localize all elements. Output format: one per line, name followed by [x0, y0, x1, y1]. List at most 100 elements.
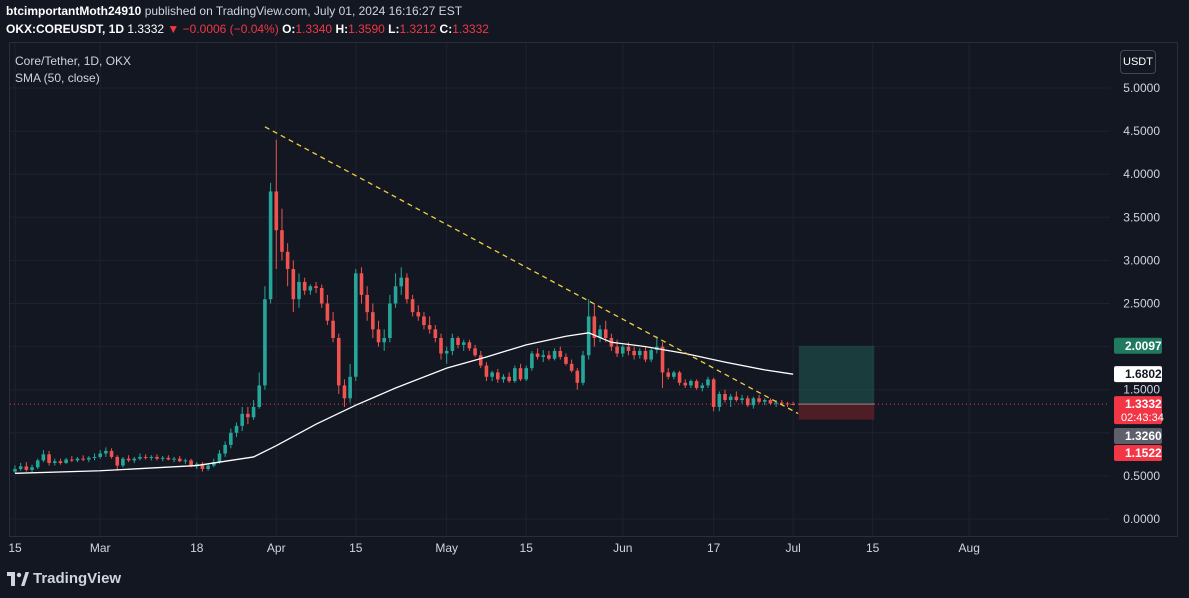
price-label-box — [1114, 337, 1162, 354]
candle-body — [177, 458, 182, 462]
candle — [308, 284, 313, 295]
candle-body — [109, 450, 114, 457]
candle-body — [257, 385, 262, 407]
candle — [473, 344, 477, 357]
candle-body — [484, 365, 489, 377]
candle-body — [331, 320, 335, 338]
candle-body — [450, 337, 455, 351]
candle-body — [535, 353, 540, 357]
candle-body — [393, 286, 398, 304]
candle — [52, 458, 57, 466]
legend-sma[interactable]: SMA (50, close) — [15, 71, 100, 85]
legend-symbol[interactable]: Core/Tether, 1D, OKX — [15, 54, 132, 68]
open-label: O: — [282, 22, 296, 36]
publish-line: btcimportantMoth24910 published on Tradi… — [6, 4, 462, 18]
candle — [257, 372, 262, 409]
candle-body — [382, 337, 386, 343]
price-label-box — [1114, 396, 1162, 425]
chart-panel[interactable] — [9, 42, 1178, 537]
candle — [496, 369, 500, 383]
candle-body — [694, 381, 699, 388]
candle — [70, 456, 74, 463]
candle-body — [189, 460, 193, 466]
candle — [564, 353, 568, 366]
x-tick-label: Mar — [90, 541, 111, 555]
candle — [785, 401, 790, 407]
price-label-box — [1114, 445, 1162, 461]
candle — [121, 456, 125, 468]
candle-body — [212, 462, 216, 466]
candle-body — [217, 453, 222, 463]
candle — [47, 450, 51, 466]
down-arrow-icon: ▼ — [167, 22, 180, 36]
candle — [109, 448, 114, 459]
candle — [524, 365, 528, 382]
candle-body — [194, 463, 199, 466]
candle-body — [700, 385, 705, 388]
candle — [285, 243, 290, 287]
candle-body — [422, 316, 426, 326]
candle — [200, 462, 205, 472]
high-value: 1.3590 — [348, 22, 385, 36]
candle — [35, 458, 40, 470]
candle — [592, 303, 597, 347]
tradingview-logo[interactable]: TradingView — [7, 570, 121, 587]
candle — [427, 316, 432, 334]
candle-body — [268, 191, 273, 300]
candle-body — [251, 406, 256, 418]
price-label-grey: 1.3260 — [1114, 428, 1162, 444]
candle-body — [427, 325, 432, 330]
candle — [535, 348, 540, 360]
candle — [348, 363, 352, 403]
candle — [342, 379, 347, 407]
currency-button[interactable]: USDT — [1120, 50, 1156, 74]
candle — [706, 376, 710, 388]
low-value: 1.3212 — [399, 22, 437, 36]
candle — [666, 368, 670, 380]
candle-body — [558, 350, 563, 357]
symbol-line: OKX:COREUSDT, 1D — [6, 22, 125, 36]
candle-body — [314, 286, 318, 288]
candle — [740, 394, 744, 404]
candle-body — [52, 461, 57, 463]
grid-lines — [10, 43, 1110, 536]
candle-body — [47, 454, 51, 463]
candle — [24, 462, 29, 472]
price-change: −0.0006 (−0.04%) — [182, 22, 279, 36]
candle-body — [444, 350, 449, 354]
candle — [234, 422, 239, 438]
candle-body — [35, 460, 40, 468]
candle-body — [291, 269, 296, 300]
candle — [728, 394, 733, 407]
price-label-text: 1.3332 — [1125, 397, 1162, 411]
candle — [280, 208, 284, 261]
candle-body — [478, 355, 483, 366]
candle — [393, 273, 398, 308]
candle — [689, 379, 693, 388]
candle-body — [501, 376, 506, 380]
candle — [172, 456, 176, 463]
x-tick-label: Apr — [267, 541, 286, 555]
candle — [643, 346, 648, 363]
candle — [461, 339, 466, 351]
candle-body — [530, 353, 534, 369]
close-value: 1.3332 — [452, 22, 489, 36]
candle-body — [223, 444, 227, 454]
candle — [319, 284, 324, 308]
candle — [757, 394, 761, 404]
candle-body — [473, 348, 477, 356]
candle — [13, 465, 17, 474]
candle — [371, 303, 375, 338]
candle — [87, 456, 91, 463]
candle — [762, 398, 767, 406]
candle — [791, 401, 795, 406]
x-tick-label: 15 — [349, 541, 363, 555]
candle-body — [717, 394, 722, 407]
candle — [92, 453, 97, 461]
candle-body — [70, 459, 74, 461]
author-name[interactable]: btcimportantMoth24910 — [6, 4, 142, 18]
candle-body — [121, 458, 125, 466]
candle — [717, 391, 722, 412]
candle — [223, 441, 227, 457]
